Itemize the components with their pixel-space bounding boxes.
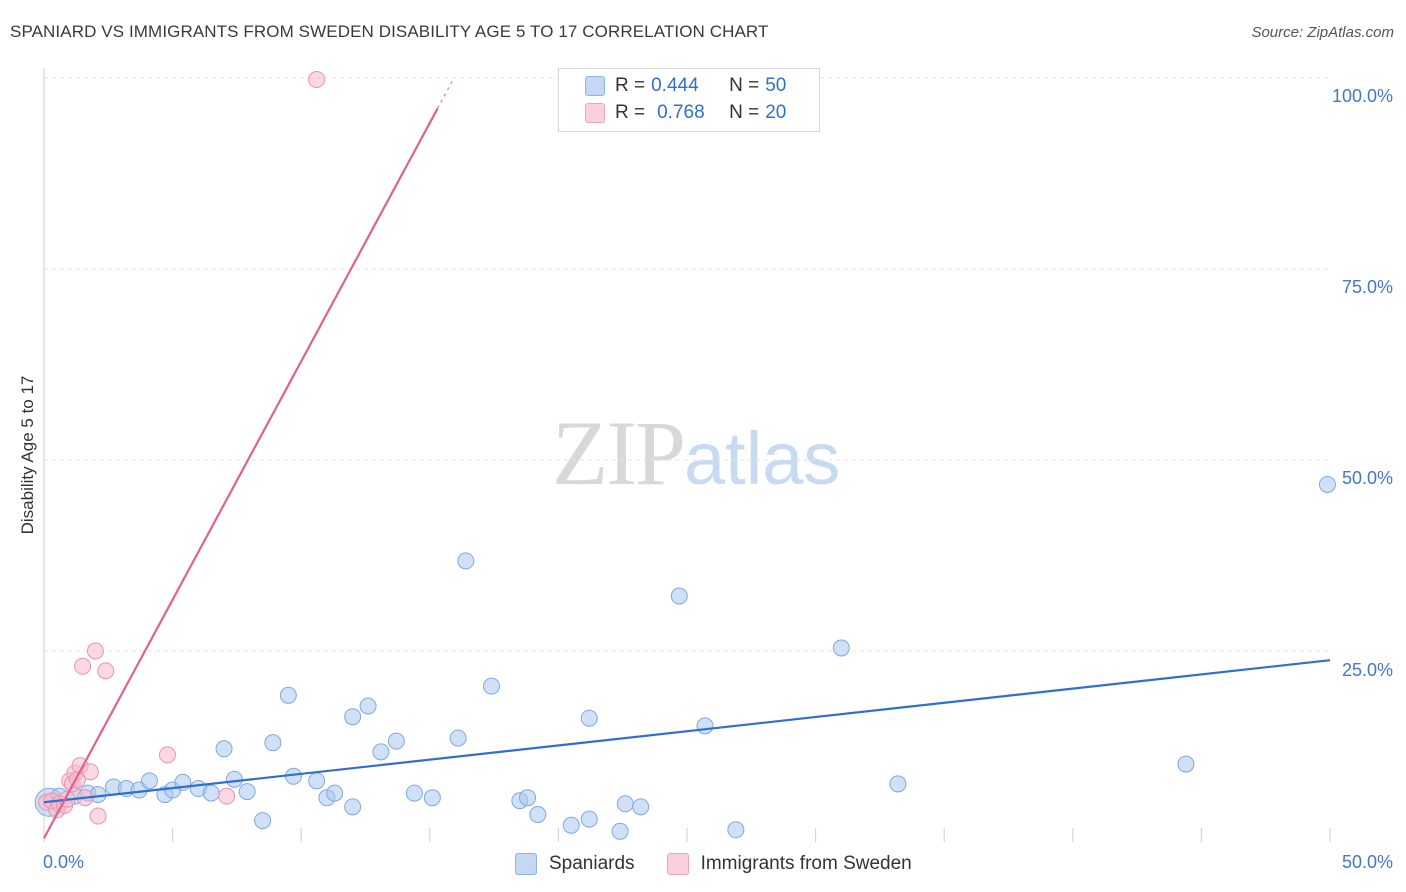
- spaniards-point: [359, 697, 377, 715]
- legend-n-label: N =: [729, 75, 760, 96]
- spaniards-point: [405, 784, 423, 802]
- spaniards-point: [372, 743, 390, 761]
- spaniards-point: [264, 734, 282, 752]
- grid-lines: [44, 77, 1330, 652]
- spaniards-point: [344, 798, 362, 816]
- legend-n-value: 20: [765, 102, 787, 123]
- sweden-point: [308, 71, 326, 89]
- y-tick-75: 75.0%: [1341, 277, 1393, 297]
- sweden-point: [74, 657, 92, 675]
- spaniards-point: [832, 639, 850, 657]
- legend-swatch-sweden: [585, 103, 605, 123]
- watermark-atlas: atlas: [684, 417, 841, 500]
- spaniards-point: [140, 772, 158, 790]
- correlation-legend: R = 0.444 N = 50 R = 0.768 N = 20: [558, 68, 820, 132]
- spaniards-points: [34, 475, 1336, 840]
- sweden-point: [218, 787, 236, 805]
- spaniards-point: [215, 740, 233, 758]
- sweden-point: [89, 807, 107, 825]
- watermark-zip: ZIP: [552, 402, 686, 504]
- spaniards-point: [457, 552, 475, 570]
- spaniards-point: [616, 795, 634, 813]
- legend-r-label: R =: [615, 102, 646, 123]
- legend-label-spaniards: Spaniards: [549, 853, 635, 874]
- sweden-point: [97, 662, 115, 680]
- y-axis-label: Disability Age 5 to 17: [18, 375, 37, 535]
- spaniards-point: [483, 677, 501, 695]
- spaniards-point: [238, 783, 256, 801]
- legend-swatch-sweden: [666, 853, 689, 875]
- spaniards-point: [202, 784, 220, 802]
- legend-n-label: N =: [729, 102, 760, 123]
- spaniards-point: [225, 770, 243, 788]
- source-label: Source: ZipAtlas.com: [1251, 24, 1394, 41]
- legend-n-value: 50: [765, 75, 787, 96]
- sweden-trend-line: [43, 108, 439, 839]
- series-legend: Spaniards Immigrants from Sweden: [515, 851, 944, 877]
- spaniards-point: [308, 772, 326, 790]
- y-tick-50: 50.0%: [1341, 468, 1393, 488]
- legend-r-value: 0.768: [657, 102, 705, 123]
- x-tick-0: 0.0%: [43, 852, 85, 872]
- watermark: ZIPatlas: [552, 400, 840, 506]
- trend-lines: [43, 79, 1331, 839]
- spaniards-point: [1318, 475, 1336, 493]
- y-tick-100: 100.0%: [1331, 86, 1393, 106]
- legend-r-value: 0.444: [651, 75, 699, 96]
- spaniards-point: [580, 810, 598, 828]
- sweden-point: [158, 746, 176, 764]
- sweden-point: [86, 642, 104, 660]
- legend-item-spaniards: Spaniards: [515, 853, 635, 875]
- legend-r-label: R =: [615, 75, 646, 96]
- spaniards-point: [562, 816, 580, 834]
- spaniards-point: [387, 732, 405, 750]
- spaniards-point: [344, 708, 362, 726]
- chart-title: SPANIARD VS IMMIGRANTS FROM SWEDEN DISAB…: [10, 22, 769, 41]
- spaniards-point: [611, 822, 629, 840]
- legend-swatch-spaniards: [515, 853, 537, 875]
- spaniards-point: [326, 784, 344, 802]
- sweden-points: [38, 71, 326, 825]
- spaniards-point: [670, 587, 688, 605]
- spaniards-point: [529, 805, 547, 823]
- spaniards-point: [632, 798, 650, 816]
- spaniards-point: [889, 775, 907, 793]
- legend-swatch-spaniards: [585, 76, 605, 96]
- y-tick-25: 25.0%: [1341, 660, 1393, 680]
- spaniards-point: [727, 821, 745, 839]
- spaniards-point: [1177, 755, 1195, 773]
- spaniards-point: [449, 729, 467, 747]
- spaniards-point: [423, 789, 441, 807]
- x-tick-50: 50.0%: [1341, 852, 1393, 872]
- spaniards-point: [279, 686, 297, 704]
- spaniards-point: [519, 789, 537, 807]
- legend-label-sweden: Immigrants from Sweden: [700, 853, 912, 874]
- spaniards-trend-line: [43, 659, 1331, 804]
- spaniards-point: [254, 812, 272, 830]
- axes: [43, 68, 1331, 842]
- spaniards-point: [696, 717, 714, 735]
- sweden-trend-extension: [436, 79, 454, 109]
- sweden-point: [81, 763, 99, 781]
- legend-item-sweden: Immigrants from Sweden: [666, 853, 912, 875]
- spaniards-point: [580, 709, 598, 727]
